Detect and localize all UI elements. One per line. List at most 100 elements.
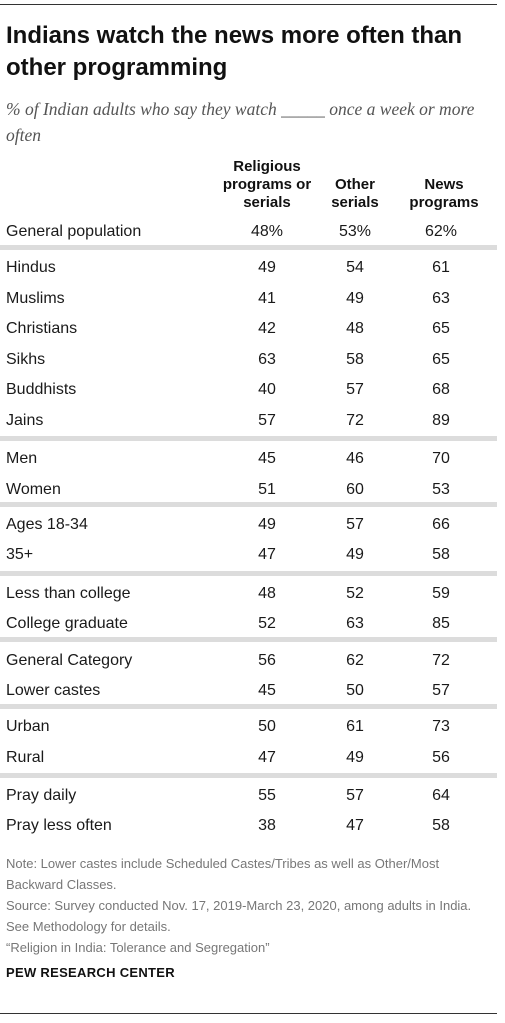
row-label: Jains — [6, 412, 44, 429]
table-cell: 53 — [432, 481, 450, 498]
row-label: Rural — [6, 749, 45, 766]
table-row: Muslims 41 49 63 — [0, 284, 497, 314]
row-label: College graduate — [6, 615, 128, 632]
row-label: Pray daily — [6, 787, 77, 804]
table-cell: 42 — [258, 320, 276, 337]
table-cell: 59 — [432, 585, 450, 602]
table-cell: 47 — [258, 749, 276, 766]
table-cell: 49 — [346, 546, 364, 563]
table-cell: 85 — [432, 615, 450, 632]
table-cell: 58 — [432, 817, 450, 834]
group-separator — [0, 436, 497, 441]
group-separator — [0, 571, 497, 576]
table-cell: 55 — [258, 787, 276, 804]
table-cell: 50 — [258, 718, 276, 735]
row-label: Urban — [6, 718, 50, 735]
column-header-religious: Religious programs or serials — [222, 158, 312, 211]
row-label: Buddhists — [6, 381, 77, 398]
table-row: General population 48% 53% 62% — [0, 217, 497, 247]
table-row: 35+ 47 49 58 — [0, 540, 497, 570]
table-cell: 48 — [346, 320, 364, 337]
column-header-other-serials: Other serials — [331, 176, 379, 211]
table-cell: 72 — [432, 652, 450, 669]
table-cell: 58 — [346, 351, 364, 368]
table-cell: 63 — [346, 615, 364, 632]
table-cell: 63 — [432, 290, 450, 307]
report-title: “Religion in India: Tolerance and Segreg… — [6, 940, 270, 955]
row-label: 35+ — [6, 546, 34, 563]
table-cell: 62 — [346, 652, 364, 669]
table-cell: 73 — [432, 718, 450, 735]
table-cell: 57 — [258, 412, 276, 429]
group-separator — [0, 245, 497, 250]
table-cell: 41 — [258, 290, 276, 307]
table-cell: 61 — [346, 718, 364, 735]
table-cell: 52 — [346, 585, 364, 602]
table-cell: 51 — [258, 481, 276, 498]
table-cell: 57 — [432, 682, 450, 699]
table-cell: 45 — [258, 450, 276, 467]
row-label: Less than college — [6, 585, 131, 602]
table-cell: 54 — [346, 259, 364, 276]
row-label: Hindus — [6, 259, 56, 276]
table-row: Less than college 48 52 59 — [0, 579, 497, 609]
row-label: Men — [6, 450, 38, 467]
table-row: Women 51 60 53 — [0, 475, 497, 505]
table-cell: 48% — [250, 223, 284, 240]
table-cell: 61 — [432, 259, 450, 276]
table-row: General Category 56 62 72 — [0, 646, 497, 676]
table-row: Men 45 46 70 — [0, 444, 497, 474]
table-cell: 58 — [432, 546, 450, 563]
note-text: Note: Lower castes include Scheduled Cas… — [6, 856, 440, 892]
row-label: Lower castes — [6, 682, 101, 699]
table-cell: 57 — [346, 516, 364, 533]
table-cell: 89 — [432, 412, 450, 429]
table-cell: 49 — [346, 290, 364, 307]
group-separator — [0, 773, 497, 778]
table-cell: 49 — [258, 259, 276, 276]
table-cell: 45 — [258, 682, 276, 699]
table-cell: 38 — [258, 817, 276, 834]
table-cell: 60 — [346, 481, 364, 498]
table-row: College graduate 52 63 85 — [0, 609, 497, 639]
chart-title: Indians watch the news more often than o… — [6, 22, 463, 81]
table-row: Jains 57 72 89 — [0, 406, 497, 436]
table-cell: 68 — [432, 381, 450, 398]
table-row: Ages 18-34 49 57 66 — [0, 510, 497, 540]
brand-logo-text: PEW RESEARCH CENTER — [6, 965, 175, 980]
chart-subtitle: % of Indian adults who say they watch __… — [6, 99, 475, 145]
table-cell: 66 — [432, 516, 450, 533]
table-cell: 56 — [258, 652, 276, 669]
table-row: Buddhists 40 57 68 — [0, 375, 497, 405]
column-header-news: News programs — [409, 176, 479, 211]
table-cell: 50 — [346, 682, 364, 699]
table-cell: 52 — [258, 615, 276, 632]
table-cell: 47 — [346, 817, 364, 834]
row-label: Sikhs — [6, 351, 46, 368]
table-cell: 57 — [346, 787, 364, 804]
notes: Note: Lower castes include Scheduled Cas… — [6, 853, 486, 958]
table-cell: 62% — [424, 223, 458, 240]
row-label: Christians — [6, 320, 78, 337]
table-cell: 64 — [432, 787, 450, 804]
group-separator — [0, 704, 497, 709]
bottom-rule — [0, 1013, 497, 1014]
table-row: Pray less often 38 47 58 — [0, 811, 497, 841]
table-cell: 56 — [432, 749, 450, 766]
row-label: Muslims — [6, 290, 65, 307]
table-cell: 40 — [258, 381, 276, 398]
table-cell: 49 — [346, 749, 364, 766]
group-separator — [0, 637, 497, 642]
table-cell: 65 — [432, 351, 450, 368]
table-cell: 47 — [258, 546, 276, 563]
row-label: General population — [6, 223, 142, 240]
table-cell: 53% — [338, 223, 372, 240]
row-label: Ages 18-34 — [6, 516, 88, 533]
table-row: Urban 50 61 73 — [0, 712, 497, 742]
table-cell: 72 — [346, 412, 364, 429]
table-cell: 49 — [258, 516, 276, 533]
table-row: Pray daily 55 57 64 — [0, 781, 497, 811]
table-cell: 70 — [432, 450, 450, 467]
row-label: Pray less often — [6, 817, 112, 834]
row-label: General Category — [6, 652, 133, 669]
